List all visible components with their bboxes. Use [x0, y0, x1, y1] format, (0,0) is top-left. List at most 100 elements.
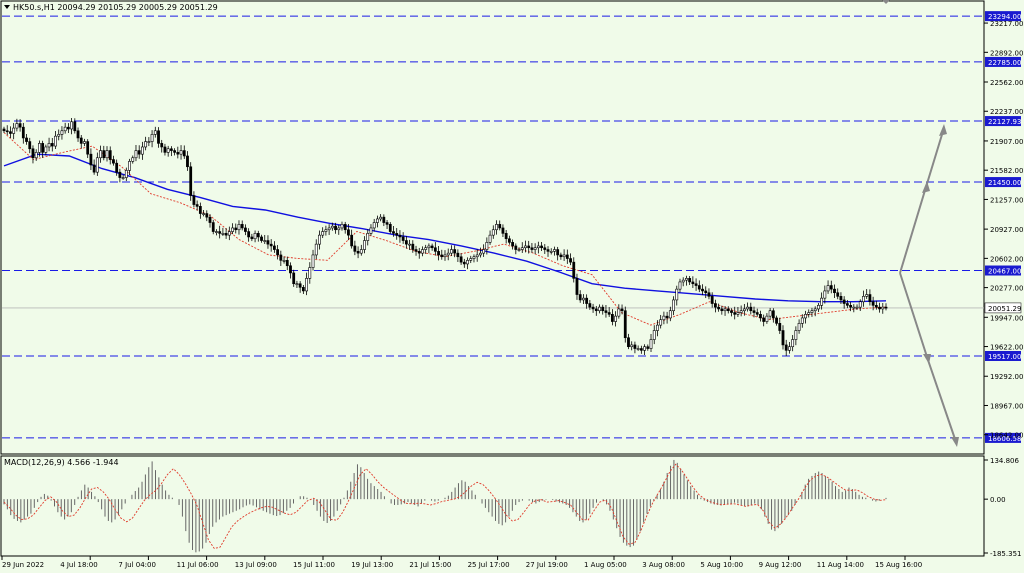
candle-body [688, 278, 692, 283]
macd-tick-label: 134.806 [990, 457, 1019, 465]
date-tick-label: 9 Aug 12:00 [759, 561, 802, 569]
candle-body [562, 254, 566, 258]
candle-body [247, 231, 251, 238]
candle-body [871, 301, 875, 306]
date-tick-label: 13 Jul 09:00 [235, 561, 277, 569]
candle-body [868, 294, 872, 303]
candle-body [855, 306, 859, 309]
candle-body [147, 141, 151, 143]
candle-body [208, 216, 212, 223]
candle-body [350, 234, 354, 247]
candle-body [340, 224, 344, 229]
candle-body [466, 260, 469, 265]
candle-body [21, 126, 25, 139]
candle-body [829, 285, 833, 290]
candle-body [63, 126, 67, 132]
candle-body [556, 249, 560, 256]
date-tick-label: 15 Jul 11:00 [293, 561, 335, 569]
candle-body [189, 166, 193, 196]
candle-body [285, 260, 289, 267]
candle-body [585, 297, 589, 304]
candle-body [646, 346, 650, 349]
candle-body [540, 245, 543, 249]
candle-body [153, 130, 157, 135]
candle-body [279, 254, 283, 261]
candle-body [134, 150, 138, 159]
level-price-tag [985, 11, 1021, 22]
candle-body [198, 206, 202, 214]
candle-body [865, 294, 869, 297]
candle-body [704, 290, 708, 294]
candle-body [472, 256, 476, 259]
level-price-tag [985, 265, 1021, 276]
candle-body [701, 288, 704, 292]
candle-body [598, 306, 601, 312]
candle-body [99, 150, 102, 159]
date-tick-label: 11 Aug 14:00 [817, 561, 864, 569]
candle-body [594, 308, 598, 312]
candle-body [813, 308, 817, 312]
candle-body [852, 306, 856, 309]
candle-body [459, 256, 463, 263]
level-price-label: 20467.00 [988, 268, 1021, 276]
candle-body [372, 222, 376, 229]
candle-body [665, 315, 669, 319]
candle-body [759, 314, 762, 319]
candlesticks [2, 117, 888, 357]
candle-body [157, 130, 160, 144]
up-arrow-head [939, 124, 947, 136]
candle-body [166, 148, 170, 153]
candle-body [662, 315, 666, 321]
candle-body [536, 245, 540, 249]
candle-body [620, 308, 624, 312]
level-price-tag [985, 432, 1021, 443]
candle-body [520, 247, 524, 250]
candle-body [356, 251, 360, 254]
candle-body [240, 224, 244, 229]
date-tick-label: 25 Jul 17:00 [468, 561, 510, 569]
candle-body [733, 312, 737, 315]
candle-body [89, 153, 93, 166]
candle-body [215, 231, 218, 233]
blue-moving-average-line [3, 153, 887, 303]
candle-body [244, 227, 247, 232]
candle-body [507, 238, 511, 243]
candle-body [498, 224, 502, 229]
candle-body [752, 310, 756, 313]
price-tick-label: 23217.00 [990, 20, 1023, 28]
candle-body [327, 227, 331, 231]
candle-body [633, 344, 637, 349]
candle-body [433, 247, 437, 252]
candle-body [546, 249, 550, 252]
candle-body [131, 157, 135, 162]
candle-body [108, 150, 112, 160]
candle-body [440, 254, 444, 258]
date-tick-label: 29 Jun 2022 [2, 561, 44, 569]
candle-body [305, 278, 308, 292]
candle-body [173, 150, 177, 153]
candle-body [511, 242, 514, 247]
candle-body [453, 249, 457, 254]
macd-indicator: 134.806 0.00 -185.351 [3, 457, 1021, 558]
candle-body [659, 319, 663, 326]
candle-body [421, 249, 424, 254]
candle-body [86, 141, 90, 155]
candle-body [845, 303, 849, 306]
candle-body [176, 152, 180, 155]
candle-body [652, 330, 656, 340]
candle-body [95, 157, 99, 173]
candle-body [746, 306, 749, 310]
candle-body [276, 249, 280, 256]
macd-tick-label: -185.351 [990, 550, 1021, 558]
candle-body [504, 233, 508, 240]
dropdown-triangle-icon[interactable] [4, 5, 10, 9]
projection-arrows [882, 0, 959, 447]
candle-body [736, 312, 740, 315]
candle-body [884, 306, 888, 309]
candle-body [649, 339, 653, 349]
level-price-tag [985, 177, 1021, 188]
candle-body [353, 245, 357, 252]
candle-body [775, 317, 778, 324]
level-price-label: 21450.00 [988, 179, 1021, 187]
candle-body [678, 281, 682, 290]
